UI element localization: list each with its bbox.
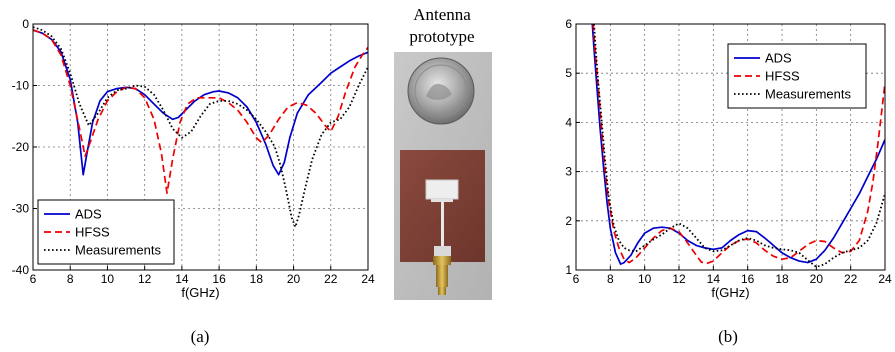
x-tick-label: 14 (707, 272, 721, 286)
x-tick-label: 22 (844, 272, 858, 286)
y-tick-label: 4 (565, 115, 572, 129)
plot-frame (575, 23, 886, 271)
legend: ADS HFSS Measurements (727, 43, 867, 109)
series-line-ads (33, 29, 368, 176)
x-tick-label: 22 (324, 272, 338, 286)
legend-box (37, 199, 175, 265)
y-tick-label: 0 (22, 17, 29, 31)
y-tick-label: -10 (12, 79, 30, 93)
antenna-slot (425, 179, 459, 200)
x-tick-label: 10 (638, 272, 652, 286)
feed-line (441, 201, 444, 249)
y-tick-label: -40 (12, 263, 30, 277)
x-tick-label: 14 (175, 272, 189, 286)
antenna-prototype-photo: Antenna prototype (394, 5, 492, 300)
x-tick-label: 24 (878, 272, 892, 286)
sma-connector-pin (438, 287, 446, 295)
y-tick-label: 6 (565, 17, 572, 31)
y-tick-label: -30 (12, 202, 30, 216)
panel-caption: (a) (191, 327, 210, 346)
x-tick-label: 16 (212, 272, 226, 286)
x-tick-label: 20 (287, 272, 301, 286)
y-tick-label: 1 (565, 263, 572, 277)
legend-entry: ADS (765, 51, 792, 66)
coin-relief (426, 83, 452, 100)
connector-pad (434, 246, 451, 258)
legend-entry: Measurements (765, 87, 851, 102)
legend-entry: Measurements (75, 243, 161, 258)
y-tick-label: 5 (565, 66, 572, 80)
x-tick-label: 6 (30, 272, 37, 286)
x-tick-label: 12 (672, 272, 686, 286)
y-tick-label: 3 (565, 165, 572, 179)
x-tick-label: 18 (250, 272, 264, 286)
feed-line-top (431, 199, 453, 202)
x-tick-label: 8 (607, 272, 614, 286)
chart-b-vswr: 6 8 10 12 14 16 18 20 22 24123456f(GHz)ADSHFSSMea… (565, 17, 892, 346)
x-tick-label: 8 (67, 272, 74, 286)
x-tick-label: 20 (810, 272, 824, 286)
x-tick-label: 10 (101, 272, 115, 286)
legend-entry: HFSS (75, 225, 110, 240)
sma-connector-thread (436, 265, 448, 287)
series-line-ads (591, 24, 885, 265)
x-tick-label: 18 (775, 272, 789, 286)
photo-title-line2: prototype (409, 27, 474, 46)
sma-connector-body (433, 256, 451, 265)
x-tick-label: 6 (573, 272, 580, 286)
plot-frame (32, 23, 369, 271)
panel-caption: (b) (718, 327, 738, 346)
legend-entry: HFSS (765, 69, 800, 84)
series-line-measurements (593, 24, 885, 268)
coin-rim (414, 64, 468, 118)
photo-title-line1: Antenna (413, 5, 471, 24)
series-line-hfss (33, 29, 368, 194)
legend: ADS HFSS Measurements (37, 199, 175, 265)
y-tick-label: -20 (12, 140, 30, 154)
x-axis-label: f(GHz) (711, 285, 749, 300)
series-line-hfss (592, 24, 885, 265)
y-tick-label: 2 (565, 214, 572, 228)
x-tick-label: 24 (361, 272, 375, 286)
x-axis-label: f(GHz) (181, 285, 219, 300)
legend-entry: ADS (75, 207, 102, 222)
x-tick-label: 12 (138, 272, 152, 286)
x-tick-label: 16 (741, 272, 755, 286)
chart-a-s11: 6 8 10 12 14 16 18 20 22 24 0 -10 -20 -30 -40 f(GHz) ADS… (12, 17, 375, 346)
